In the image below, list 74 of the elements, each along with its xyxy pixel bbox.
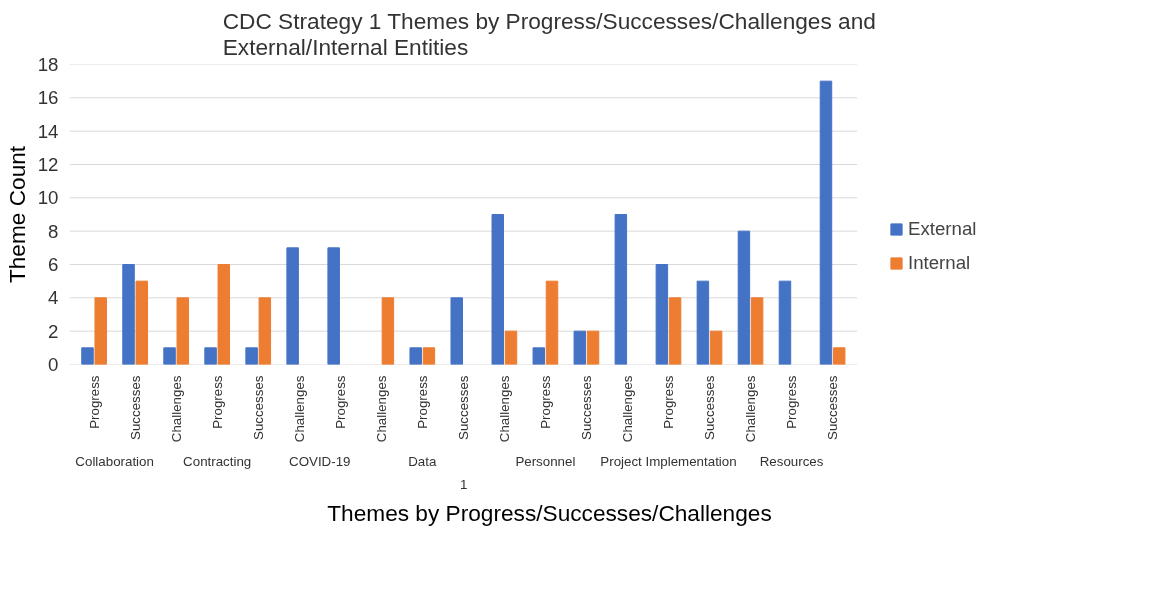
bar [94, 297, 107, 365]
bar [409, 347, 422, 365]
y-tick-label: 4 [48, 287, 59, 309]
bar [217, 264, 231, 365]
bar [135, 280, 148, 365]
text: Resources [759, 453, 824, 469]
x-axis-title: Themes by Progress/Successes/Challenges [327, 499, 772, 526]
bar [286, 247, 299, 365]
bar [327, 247, 340, 365]
text: Project Implementation [600, 453, 737, 469]
y-tick-label: 6 [48, 254, 59, 275]
text: Data [408, 453, 437, 469]
bar [696, 280, 710, 365]
x-tick-label: Successes [127, 375, 143, 440]
bar [422, 347, 436, 365]
bar [586, 330, 600, 365]
x-tick-label: Successes [578, 375, 594, 440]
text: Collaboration [75, 453, 154, 469]
x-tick-label: Challenges [496, 375, 512, 443]
x-tick-label: Successes [825, 375, 841, 440]
text: Contracting [183, 453, 252, 469]
bar [668, 297, 682, 365]
y-tick-label: 10 [37, 187, 59, 209]
bar [381, 297, 395, 365]
bar [504, 330, 518, 365]
text: COVID-19 [289, 453, 351, 469]
y-tick-label: 8 [48, 220, 59, 242]
x-tick-label: Progress [784, 375, 800, 429]
x-tick-label: Successes [250, 375, 266, 440]
bar [245, 347, 258, 365]
bar [176, 297, 190, 365]
bar [163, 347, 176, 365]
x-tick-label: Challenges [168, 375, 184, 443]
x-tick-label: Successes [455, 375, 471, 440]
y-tick-label: 12 [37, 154, 59, 175]
chart-title: CDC Strategy 1 Themes by Progress/Successes/Challenges and External/Internal Entities [222, 7, 876, 60]
y-tick-label: 18 [37, 54, 59, 75]
x-tick-label: Progress [660, 375, 676, 429]
bar [450, 297, 463, 365]
bar [819, 80, 833, 365]
x-tick-label: Progress [86, 375, 102, 429]
x-tick-label: Challenges [291, 375, 307, 443]
x-tick-label: Challenges [373, 375, 389, 443]
bar [709, 330, 723, 365]
text: 1 [459, 476, 468, 492]
bar [750, 297, 764, 365]
bar [655, 264, 669, 365]
x-tick-label: Successes [702, 375, 717, 440]
x-tick-label: Challenges [619, 375, 635, 443]
x-tick-label: Challenges [743, 375, 759, 443]
bar [737, 230, 751, 365]
bar [81, 347, 94, 365]
bar [491, 214, 505, 365]
x-tick-label: Progress [209, 375, 225, 429]
y-tick-label: 0 [48, 354, 59, 375]
y-tick-label: 14 [37, 120, 59, 142]
y-tick-label: 2 [48, 320, 59, 342]
bar [204, 347, 217, 365]
x-tick-label: Progress [332, 375, 348, 429]
bar [778, 280, 792, 365]
legend-label: Internal [908, 252, 971, 274]
y-tick-label: 16 [37, 87, 59, 109]
bar [258, 297, 272, 365]
bar [614, 214, 628, 365]
bar [532, 347, 546, 365]
legend-label: External [908, 218, 977, 240]
y-axis-title: Theme Count [3, 145, 30, 284]
bar [545, 280, 559, 365]
text: Personnel [515, 453, 576, 469]
bar [832, 347, 846, 365]
x-tick-label: Progress [537, 375, 553, 429]
x-tick-label: Progress [414, 375, 430, 429]
bar [573, 330, 587, 365]
bar [122, 264, 135, 365]
